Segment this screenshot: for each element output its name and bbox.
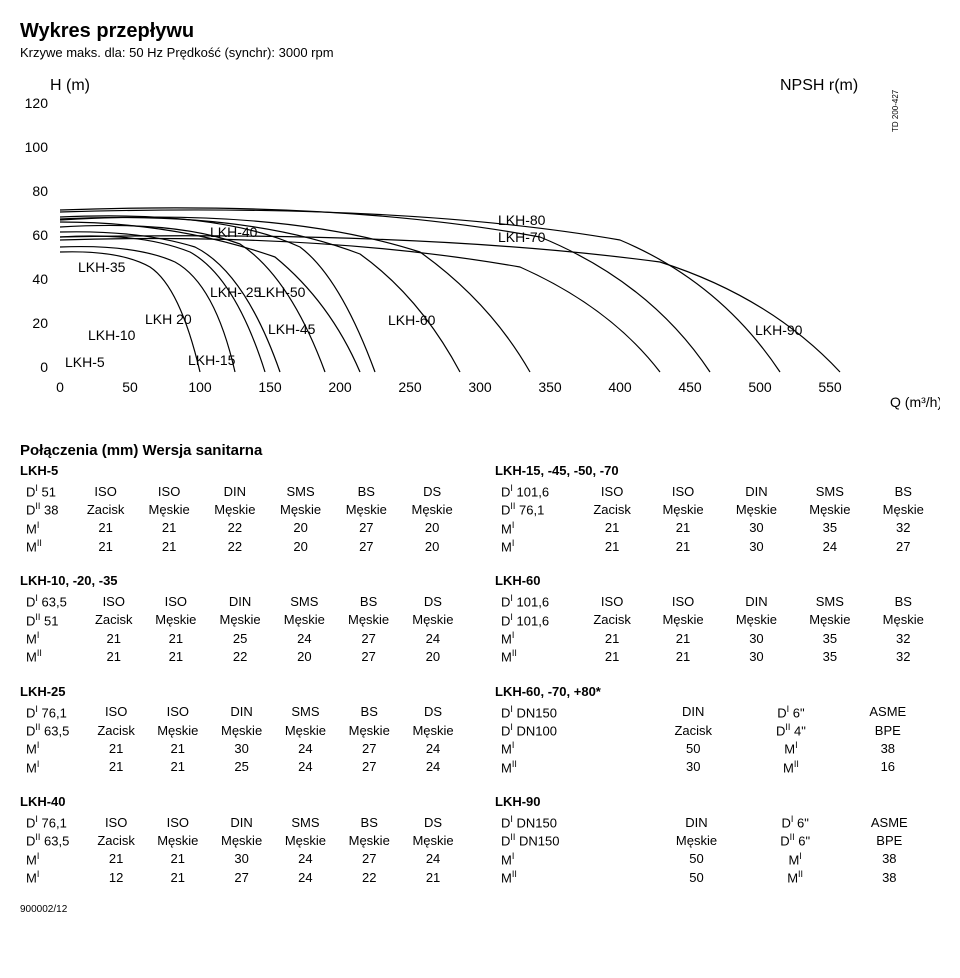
- block-label-lkh60: LKH-60: [495, 573, 940, 588]
- table-lkh25: DI 76,1ISOISODINSMSBSDS DII 63,5ZaciskMę…: [20, 703, 465, 776]
- svg-text:LKH-80: LKH-80: [498, 212, 546, 228]
- block-label-lkh5: LKH-5: [20, 463, 465, 478]
- block-label-lkh90: LKH-90: [495, 794, 940, 809]
- svg-text:LKH-40: LKH-40: [210, 224, 258, 240]
- svg-text:0: 0: [40, 359, 48, 375]
- svg-text:LKH- 25: LKH- 25: [210, 284, 262, 300]
- svg-text:60: 60: [32, 227, 48, 243]
- block-label-lkh10: LKH-10, -20, -35: [20, 573, 465, 588]
- svg-text:LKH-5: LKH-5: [65, 354, 105, 370]
- svg-text:0: 0: [56, 379, 64, 395]
- page-title: Wykres przepływu: [20, 20, 940, 43]
- table-lkh15: DI 101,6 ISOISODINSMSBS DII 76,1 ZaciskM…: [495, 482, 940, 555]
- svg-text:250: 250: [398, 379, 422, 395]
- svg-text:50: 50: [122, 379, 138, 395]
- svg-text:150: 150: [258, 379, 282, 395]
- svg-text:LKH-45: LKH-45: [268, 321, 316, 337]
- y-right-label: NPSH r(m): [780, 77, 858, 94]
- connections-header: Połączenia (mm) Wersja sanitarna: [20, 442, 940, 459]
- block-label-lkh25: LKH-25: [20, 684, 465, 699]
- y-ticks: 120 100 80 60 40 20 0: [25, 95, 49, 375]
- table-lkh60: DI 101,6ISOISODINSMSBS DI 101,6ZaciskMęs…: [495, 592, 940, 665]
- svg-text:LKH-90: LKH-90: [755, 322, 803, 338]
- svg-text:350: 350: [538, 379, 562, 395]
- svg-text:80: 80: [32, 183, 48, 199]
- svg-text:200: 200: [328, 379, 352, 395]
- svg-text:LKH 20: LKH 20: [145, 311, 192, 327]
- svg-text:40: 40: [32, 271, 48, 287]
- svg-text:500: 500: [748, 379, 772, 395]
- svg-text:LKH-50: LKH-50: [258, 284, 306, 300]
- block-label-lkh60b: LKH-60, -70, +80*: [495, 684, 940, 699]
- table-lkh40: DI 76,1ISOISODINSMSBSDS DII 63,5ZaciskMę…: [20, 813, 465, 886]
- svg-text:LKH-70: LKH-70: [498, 229, 546, 245]
- svg-text:LKH-10: LKH-10: [88, 327, 136, 343]
- svg-text:450: 450: [678, 379, 702, 395]
- x-label: Q (m³/h): [890, 394, 940, 410]
- footer: 900002/12: [20, 904, 940, 915]
- block-label-lkh15: LKH-15, -45, -50, -70: [495, 463, 940, 478]
- svg-text:20: 20: [32, 315, 48, 331]
- curves: [60, 208, 840, 372]
- flow-chart: H (m) NPSH r(m) Q (m³/h) TD 200-427 120 …: [20, 72, 940, 422]
- svg-text:LKH-60: LKH-60: [388, 312, 436, 328]
- svg-text:550: 550: [818, 379, 842, 395]
- svg-text:100: 100: [25, 139, 49, 155]
- table-lkh10: DI 63,5ISOISODINSMSBSDS DII 51ZaciskMęsk…: [20, 592, 465, 665]
- table-lkh60b: DI DN150DINDI 6"ASME DI DN100ZaciskDII 4…: [495, 703, 940, 776]
- x-ticks: 0 50 100 150 200 250 300 350 400 450 500…: [56, 379, 842, 395]
- svg-text:120: 120: [25, 95, 49, 111]
- subtitle: Krzywe maks. dla: 50 Hz Prędkość (synchr…: [20, 45, 940, 60]
- svg-text:LKH-35: LKH-35: [78, 259, 126, 275]
- table-lkh90: DI DN150DINDI 6"ASME DII DN150MęskieDII …: [495, 813, 940, 886]
- block-label-lkh40: LKH-40: [20, 794, 465, 809]
- side-label: TD 200-427: [891, 89, 900, 132]
- svg-text:300: 300: [468, 379, 492, 395]
- svg-text:100: 100: [188, 379, 212, 395]
- svg-text:400: 400: [608, 379, 632, 395]
- table-lkh5: DI 51 ISOISODINSMSBSDS DII 38 ZaciskMęsk…: [20, 482, 465, 555]
- y-left-label: H (m): [50, 77, 90, 94]
- svg-text:LKH-15: LKH-15: [188, 352, 236, 368]
